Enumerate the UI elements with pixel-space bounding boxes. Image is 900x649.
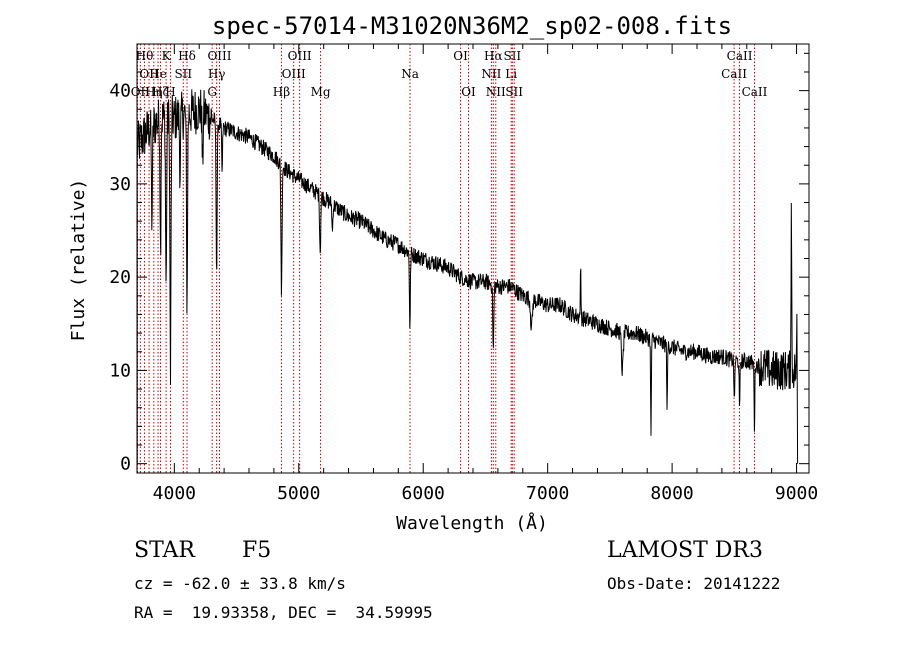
x-tick-label: 9000 bbox=[775, 483, 818, 504]
line-marker-label: K bbox=[162, 49, 172, 63]
line-marker-label: Hζ bbox=[152, 85, 169, 99]
line-marker-label: Hη bbox=[145, 85, 163, 99]
line-marker-label: Hθ bbox=[136, 49, 154, 63]
y-tick-label: 10 bbox=[109, 360, 131, 381]
y-tick-label: 0 bbox=[120, 454, 131, 475]
x-tick-label: 8000 bbox=[650, 483, 693, 504]
line-marker-label: OII bbox=[131, 85, 151, 99]
object-class: STAR bbox=[134, 538, 195, 563]
x-axis-label: Wavelength (Å) bbox=[396, 512, 548, 534]
object-subclass: F5 bbox=[242, 538, 272, 563]
line-marker-label: CaII bbox=[727, 49, 753, 63]
line-markers: OIIHθOIIHηHeHζKHSIIHδGHγOIIIHβOIIIOIIIMg… bbox=[131, 44, 768, 473]
line-marker-label: He bbox=[149, 67, 167, 81]
line-marker-label: G bbox=[207, 85, 217, 99]
line-marker-label: H bbox=[165, 85, 175, 99]
line-marker-label: OI bbox=[461, 85, 476, 99]
line-marker-label: OIII bbox=[207, 49, 231, 63]
y-tick-label: 40 bbox=[109, 81, 131, 102]
line-marker-label: SII bbox=[503, 49, 521, 63]
axes: 4000 5000 6000 7000 8000 9000 0 10 20 30 40 bbox=[109, 43, 818, 504]
line-marker-label: OII bbox=[139, 67, 159, 81]
plot-frame bbox=[136, 43, 810, 474]
line-marker-label: SII bbox=[174, 67, 192, 81]
chart-title: spec-57014-M31020N36M2_sp02-008.fits bbox=[212, 12, 732, 40]
line-marker-label: SII bbox=[505, 85, 523, 99]
x-tick-label: 5000 bbox=[277, 483, 320, 504]
line-marker-label: Hγ bbox=[208, 67, 226, 81]
line-marker-label: OIII bbox=[282, 67, 306, 81]
coordinates: RA = 19.93358, DEC = 34.59995 bbox=[134, 603, 433, 622]
line-marker-label: Li bbox=[505, 67, 517, 81]
line-marker-label: Hα bbox=[484, 49, 503, 63]
line-marker-label: OI bbox=[453, 49, 468, 63]
y-tick-label: 30 bbox=[109, 174, 131, 195]
x-tick-label: 6000 bbox=[402, 483, 445, 504]
line-marker-label: NII bbox=[486, 85, 506, 99]
line-marker-label: CaII bbox=[721, 67, 747, 81]
x-tick-label: 7000 bbox=[526, 483, 569, 504]
y-axis-label: Flux (relative) bbox=[68, 179, 89, 342]
line-marker-label: Mg bbox=[311, 85, 331, 99]
line-marker-label: OIII bbox=[288, 49, 312, 63]
survey-name: LAMOST DR3 bbox=[607, 538, 763, 563]
line-marker-label: Na bbox=[401, 67, 419, 81]
line-marker-label: NII bbox=[481, 67, 501, 81]
line-marker-label: Hβ bbox=[273, 85, 290, 99]
redshift-info: cz = -62.0 ± 33.8 km/s bbox=[134, 574, 346, 593]
y-tick-label: 20 bbox=[109, 267, 131, 288]
line-marker-label: CaII bbox=[742, 85, 768, 99]
spectrum-line bbox=[136, 89, 799, 464]
obs-date: Obs-Date: 20141222 bbox=[607, 574, 781, 593]
line-marker-label: Hδ bbox=[178, 49, 196, 63]
x-tick-label: 4000 bbox=[153, 483, 196, 504]
spectrum bbox=[136, 89, 799, 464]
